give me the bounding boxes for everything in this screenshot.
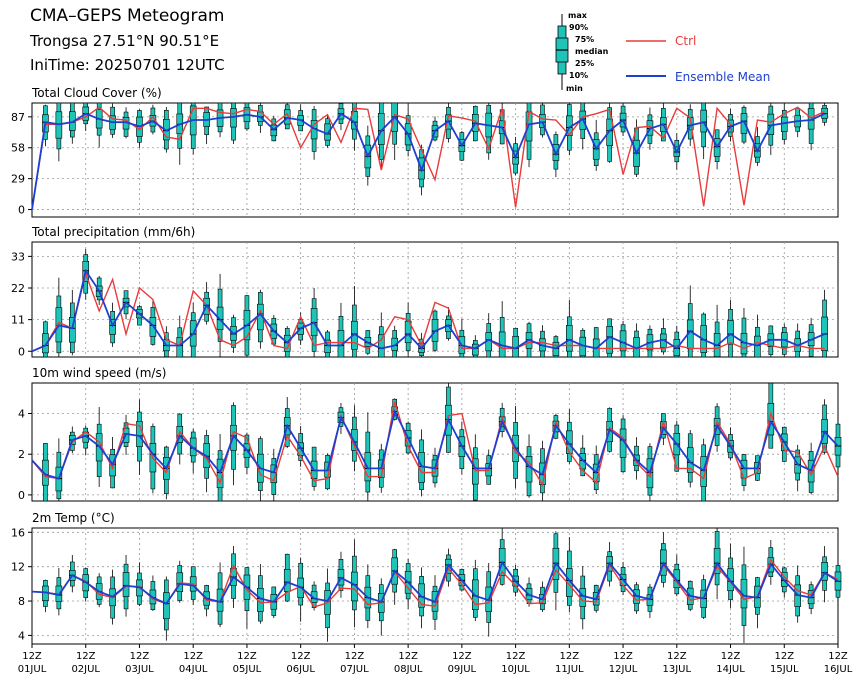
ensemble-box <box>606 118 613 146</box>
y-tick-label: 58 <box>11 142 25 155</box>
legend-ctrl-label: Ctrl <box>675 34 696 48</box>
x-tick-date-label: 03JUL <box>125 664 154 675</box>
x-tick-hour-label: 12Z <box>828 651 848 662</box>
y-tick-label: 16 <box>11 526 25 539</box>
y-tick-label: 12 <box>11 561 25 574</box>
ensemble-box <box>754 335 761 358</box>
y-tick-label: 29 <box>11 173 25 186</box>
ensemble-box <box>283 568 291 592</box>
ensemble-box <box>727 320 734 345</box>
x-tick-hour-label: 12Z <box>291 651 311 662</box>
ensemble-box <box>283 109 291 125</box>
ensemble-mean-line <box>31 408 839 480</box>
ensemble-box <box>176 572 184 592</box>
x-tick-date-label: 11JUL <box>555 664 584 675</box>
ensemble-mean-line <box>31 560 839 605</box>
ensemble-box <box>471 343 479 356</box>
y-tick-label: 11 <box>11 314 25 327</box>
x-tick-date-label: 12JUL <box>609 664 638 675</box>
ensemble-mean-line <box>31 268 825 353</box>
y-tick-label: 8 <box>18 595 25 608</box>
box-legend-label: median <box>575 47 609 56</box>
y-tick-label: 0 <box>18 204 25 217</box>
ensemble-box <box>176 337 184 358</box>
box-legend-label: 25% <box>575 59 594 68</box>
ensemble-box <box>391 337 399 351</box>
ensemble-box <box>821 562 828 581</box>
y-tick-label: 4 <box>18 629 25 642</box>
ensemble-box <box>163 592 170 620</box>
x-tick-date-label: 08JUL <box>394 664 423 675</box>
x-tick-date-label: 16JUL <box>824 664 853 675</box>
ctrl-line <box>31 271 825 352</box>
ensemble-box <box>42 333 49 354</box>
x-tick-date-label: 06JUL <box>286 664 315 675</box>
y-tick-label: 0 <box>18 345 25 358</box>
x-tick-date-label: 10JUL <box>501 664 530 675</box>
ensemble-box <box>740 113 748 134</box>
x-tick-date-label: 01JUL <box>18 664 47 675</box>
x-tick-hour-label: 12Z <box>183 651 203 662</box>
x-tick-hour-label: 12Z <box>560 651 580 662</box>
y-tick-label: 0 <box>18 489 25 502</box>
ensemble-box <box>700 109 707 133</box>
location-label: Trongsa 27.51°N 90.51°E <box>30 32 220 50</box>
x-tick-date-label: 13JUL <box>663 664 692 675</box>
x-tick-hour-label: 12Z <box>452 651 472 662</box>
panel-title: 2m Temp (°C) <box>32 511 115 525</box>
ensemble-box <box>539 114 546 128</box>
x-tick-date-label: 14JUL <box>716 664 745 675</box>
y-tick-label: 2 <box>18 448 25 461</box>
x-tick-date-label: 05JUL <box>233 664 262 675</box>
x-tick-hour-label: 12Z <box>237 651 257 662</box>
ensemble-box <box>713 548 721 574</box>
chart-title: CMA–GEPS Meteogram <box>30 6 225 26</box>
ensemble-box <box>377 113 385 145</box>
x-tick-hour-label: 12Z <box>721 651 741 662</box>
x-tick-hour-label: 12Z <box>398 651 418 662</box>
x-tick-hour-label: 12Z <box>22 651 42 662</box>
ensemble-mean-line <box>31 112 825 210</box>
ensemble-box <box>686 447 694 473</box>
ensemble-box <box>566 430 573 454</box>
x-tick-date-label: 02JUL <box>71 664 100 675</box>
x-tick-hour-label: 12Z <box>345 651 365 662</box>
box-legend-label: min <box>566 84 583 93</box>
panel-title: 10m wind speed (m/s) <box>32 366 166 380</box>
box-legend-label: max <box>568 11 588 20</box>
box-legend-label: 90% <box>569 23 588 32</box>
x-tick-hour-label: 12Z <box>506 651 526 662</box>
ctrl-line <box>31 401 839 487</box>
legend-mean-label: Ensemble Mean <box>675 70 770 84</box>
init-time-label: IniTime: 20250701 12UTC <box>30 56 225 74</box>
ensemble-box <box>377 334 385 358</box>
ensemble-box <box>270 464 278 484</box>
x-tick-hour-label: 12Z <box>667 651 687 662</box>
box-legend-label: 75% <box>575 35 594 44</box>
x-tick-date-label: 07JUL <box>340 664 369 675</box>
y-tick-label: 4 <box>18 408 25 421</box>
x-tick-hour-label: 12Z <box>774 651 794 662</box>
panel-title: Total precipitation (mm/6h) <box>31 225 195 239</box>
ctrl-line <box>31 106 825 210</box>
x-tick-hour-label: 12Z <box>613 651 633 662</box>
y-tick-label: 87 <box>11 111 25 124</box>
ensemble-box <box>122 572 130 597</box>
x-tick-date-label: 09JUL <box>448 664 477 675</box>
x-tick-date-label: 04JUL <box>179 664 208 675</box>
x-tick-date-label: 15JUL <box>770 664 799 675</box>
box-legend-label: 10% <box>569 71 588 80</box>
y-tick-label: 33 <box>11 250 25 263</box>
panel-frame <box>31 102 839 218</box>
x-tick-hour-label: 12Z <box>130 651 150 662</box>
x-tick-hour-label: 12Z <box>76 651 96 662</box>
ensemble-box <box>69 317 76 343</box>
ensemble-box <box>566 324 573 352</box>
panel-frame <box>31 241 839 358</box>
ensemble-box <box>471 458 479 485</box>
panel-title: Total Cloud Cover (%) <box>31 86 162 100</box>
y-tick-label: 22 <box>11 282 25 295</box>
ensemble-box <box>767 403 775 436</box>
